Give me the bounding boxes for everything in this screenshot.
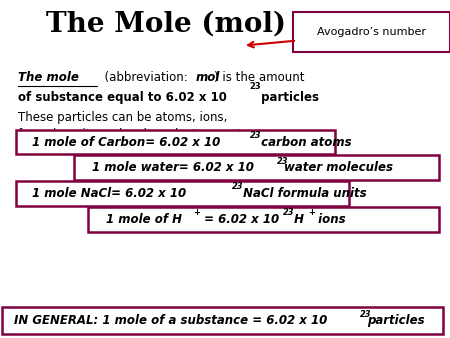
Text: The Mole (mol): The Mole (mol) bbox=[46, 10, 287, 37]
Text: ) is the amount: ) is the amount bbox=[214, 71, 305, 84]
FancyBboxPatch shape bbox=[88, 207, 439, 232]
FancyBboxPatch shape bbox=[16, 130, 335, 154]
FancyBboxPatch shape bbox=[292, 12, 450, 52]
Text: These particles can be atoms, ions,: These particles can be atoms, ions, bbox=[18, 111, 227, 124]
Text: formula units,molecules, electrons, etc.: formula units,molecules, electrons, etc. bbox=[18, 128, 252, 141]
Text: 23: 23 bbox=[232, 183, 243, 191]
Text: 1 mole water= 6.02 x 10: 1 mole water= 6.02 x 10 bbox=[92, 162, 254, 174]
FancyBboxPatch shape bbox=[74, 155, 439, 180]
Text: particles: particles bbox=[257, 91, 320, 104]
Text: 23: 23 bbox=[277, 157, 288, 166]
Text: 23: 23 bbox=[360, 310, 372, 318]
Text: particles: particles bbox=[367, 314, 425, 327]
Text: = 6.02 x 10: = 6.02 x 10 bbox=[200, 213, 279, 226]
Text: +: + bbox=[308, 208, 315, 217]
Text: IN GENERAL: 1 mole of a substance = 6.02 x 10: IN GENERAL: 1 mole of a substance = 6.02… bbox=[14, 314, 327, 327]
Text: (abbreviation:: (abbreviation: bbox=[97, 71, 191, 84]
Text: ions: ions bbox=[314, 213, 346, 226]
Text: carbon atoms: carbon atoms bbox=[257, 136, 352, 149]
Text: 23: 23 bbox=[250, 131, 261, 140]
Text: 23: 23 bbox=[283, 208, 294, 217]
Text: +: + bbox=[194, 208, 200, 217]
Text: of substance equal to 6.02 x 10: of substance equal to 6.02 x 10 bbox=[18, 91, 227, 104]
Text: The mole: The mole bbox=[18, 71, 79, 84]
FancyBboxPatch shape bbox=[2, 307, 443, 334]
Text: Avogadro’s number: Avogadro’s number bbox=[317, 27, 426, 37]
Text: 1 mole of Carbon= 6.02 x 10: 1 mole of Carbon= 6.02 x 10 bbox=[32, 136, 220, 149]
Text: mol: mol bbox=[196, 71, 220, 84]
Text: water molecules: water molecules bbox=[284, 162, 393, 174]
FancyBboxPatch shape bbox=[16, 181, 349, 206]
Text: 1 mole NaCl= 6.02 x 10: 1 mole NaCl= 6.02 x 10 bbox=[32, 187, 185, 200]
Text: 1 mole of H: 1 mole of H bbox=[106, 213, 182, 226]
Text: NaCl formula units: NaCl formula units bbox=[239, 187, 367, 200]
Text: H: H bbox=[290, 213, 304, 226]
Text: 23: 23 bbox=[250, 82, 261, 91]
